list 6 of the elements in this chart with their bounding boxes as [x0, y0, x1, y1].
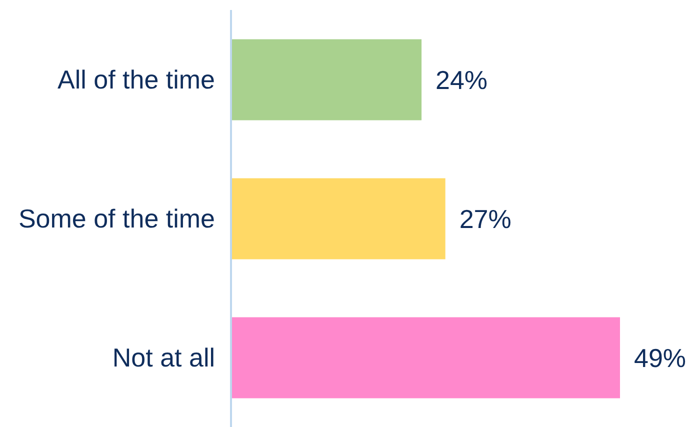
- y-tick-label: Some of the time: [18, 204, 215, 234]
- data-label: 24%: [436, 64, 488, 95]
- y-tick-label: All of the time: [57, 64, 215, 95]
- data-label: 27%: [459, 204, 512, 234]
- y-tick-label: Not at all: [112, 342, 215, 373]
- data-label: 49%: [634, 342, 686, 373]
